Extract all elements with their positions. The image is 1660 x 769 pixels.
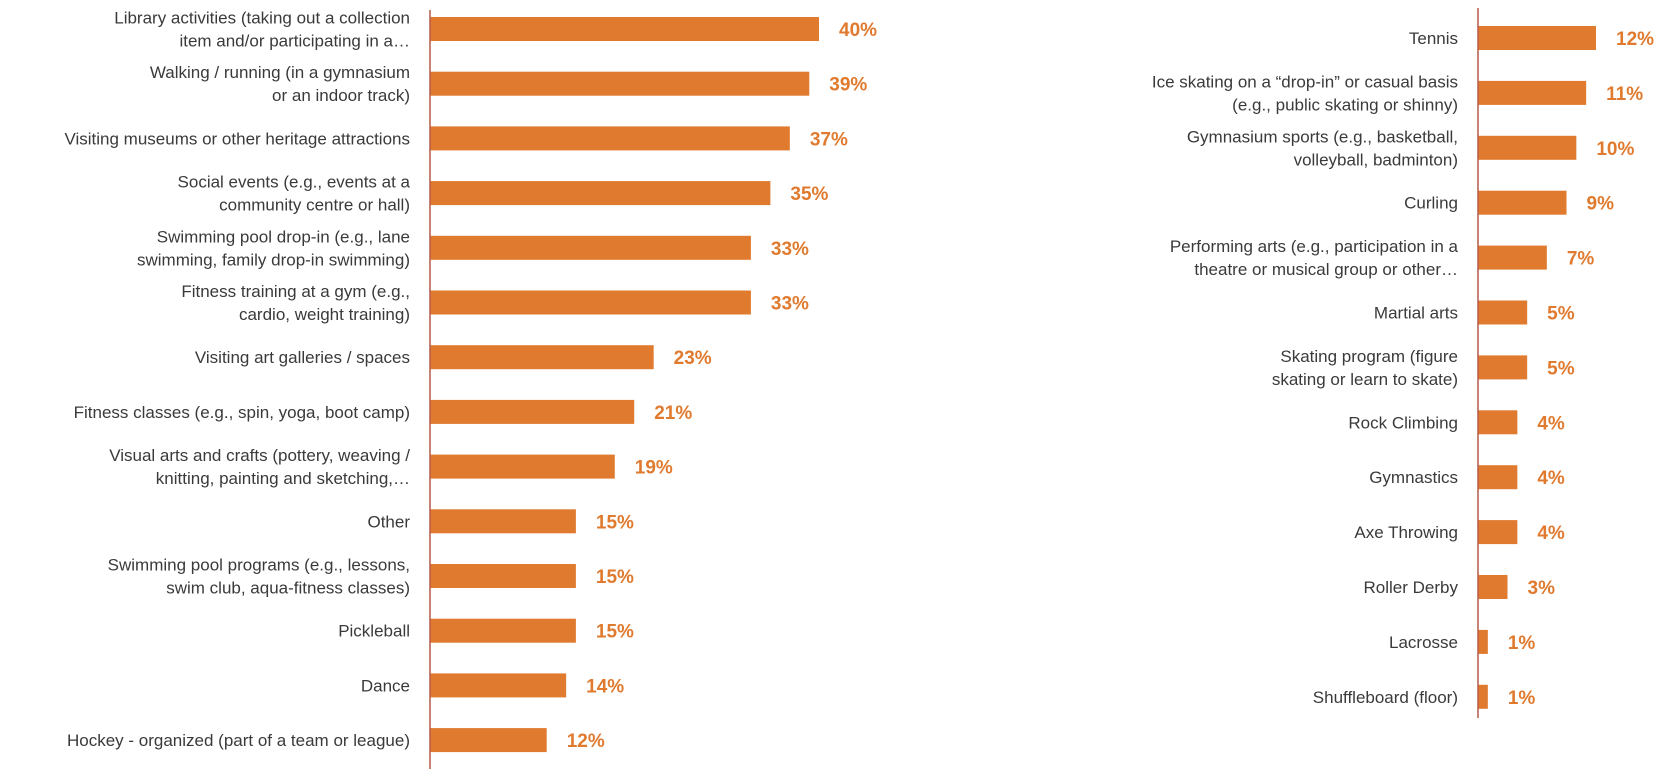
value-label: 37% [810,129,848,150]
bar [1478,300,1528,325]
category-label: Walking / running (in a gymnasium or an i… [150,63,410,105]
bar [1478,410,1518,435]
value-label: 35% [790,184,828,205]
category-label: Swimming pool drop-in (e.g., lane swimmin… [137,227,410,269]
category-label: Library activities (taking out a collect… [114,9,410,51]
value-label: 5% [1547,358,1575,379]
category-label: Tennis [1409,29,1458,48]
value-label: 10% [1596,139,1634,160]
value-label: 23% [674,348,712,369]
bar [1478,355,1528,380]
bar [430,509,576,534]
bar [430,71,810,96]
category-label: Skating program (figure skating or learn … [1272,347,1458,389]
value-label: 4% [1537,468,1565,489]
value-label: 15% [596,622,634,643]
category-label: Roller Derby [1364,578,1459,597]
bar [430,673,567,698]
category-label: Visiting art galleries / spaces [195,348,410,367]
bar [1478,465,1518,490]
category-label: Visual arts and crafts (pottery, weaving… [109,446,410,488]
category-label: Rock Climbing [1348,413,1458,432]
category-label: Martial arts [1374,304,1458,323]
bar [430,399,635,424]
value-label: 3% [1528,578,1556,599]
value-label: 12% [567,731,605,752]
category-label: Hockey - organized (part of a team or le… [67,731,410,750]
value-label: 7% [1567,249,1595,270]
bar [430,181,771,206]
category-label: Fitness classes (e.g., spin, yoga, boot … [74,403,410,422]
bar [430,728,547,753]
value-label: 15% [596,567,634,588]
category-label: Social events (e.g., events at a communit… [178,173,411,215]
right-bar-chart: 12% Tennis 11% Ice skating on a “drop-in” o… [1152,8,1654,718]
value-label: 1% [1508,688,1536,709]
bar [430,564,576,588]
value-label: 9% [1587,194,1615,215]
bar [430,618,576,643]
category-label: Ice skating on a “drop-in” or casual bas… [1152,72,1458,114]
bar [430,17,819,41]
bar [430,345,654,370]
category-label: Swimming pool programs (e.g., lessons, sw… [108,556,410,598]
bar [1478,629,1488,654]
bar [1478,135,1577,160]
value-label: 4% [1537,523,1565,544]
category-label: Fitness training at a gym (e.g., cardio, … [181,282,410,324]
value-label: 15% [596,512,634,533]
value-label: 5% [1547,304,1575,325]
category-label: Performing arts (e.g., participation in … [1170,237,1459,279]
bar [1478,26,1596,50]
category-label: Dance [361,676,410,695]
category-label: Gymnastics [1369,468,1458,487]
value-label: 1% [1508,633,1536,654]
bar [430,235,751,260]
value-label: 39% [829,75,867,96]
bar [430,454,615,479]
bar [430,126,790,151]
value-label: 11% [1606,84,1643,105]
value-label: 12% [1616,29,1654,50]
category-label: Gymnasium sports (e.g., basketball, volle… [1187,127,1458,169]
category-label: Pickleball [338,622,410,641]
value-label: 40% [839,20,877,41]
value-label: 33% [771,239,809,260]
value-label: 21% [654,403,692,424]
bar [430,290,751,315]
bar [1478,80,1587,105]
bar [1478,190,1567,215]
bar [1478,684,1488,709]
value-label: 19% [635,458,673,479]
value-label: 33% [771,294,809,315]
category-label: Shuffleboard (floor) [1313,688,1458,707]
bar [1478,520,1518,545]
value-label: 4% [1537,413,1565,434]
value-label: 14% [586,676,624,697]
category-label: Curling [1404,194,1458,213]
category-label: Visiting museums or other heritage attra… [64,129,410,148]
left-bar-chart: 40% Library activities (taking out a coll… [64,9,877,769]
category-label: Other [367,512,410,531]
category-label: Axe Throwing [1354,523,1458,542]
bar [1478,575,1508,599]
category-label: Lacrosse [1389,633,1458,652]
bar [1478,245,1547,270]
